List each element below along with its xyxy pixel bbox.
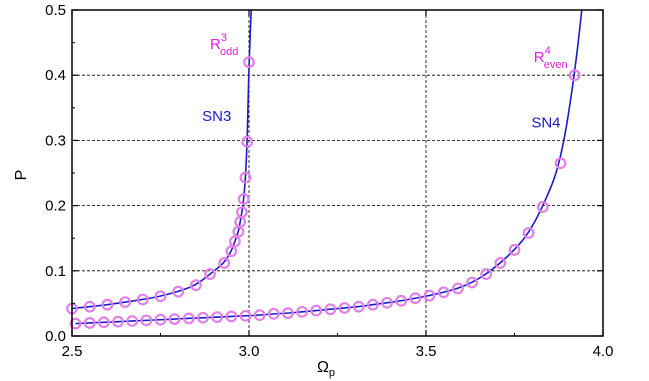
data-point-series-1	[236, 206, 248, 219]
data-point-series-1	[189, 279, 202, 292]
annotation-sub: even	[544, 59, 568, 71]
data-point-series-2	[522, 227, 535, 239]
data-point-series-2	[69, 317, 82, 330]
data-point-series-2	[536, 201, 549, 213]
data-point-series-2	[381, 296, 393, 309]
data-point-series-1	[228, 235, 241, 248]
y-axis-label: P	[13, 170, 30, 181]
annotation-sn3: SN3	[202, 108, 231, 125]
x-tick-label: 2.5	[62, 343, 83, 360]
data-point-series-2	[310, 304, 323, 317]
data-point-series-1	[237, 193, 250, 205]
data-point-series-1	[136, 293, 149, 306]
data-point-series-2	[409, 292, 422, 305]
data-point-series-1	[154, 290, 167, 303]
data-point-series-2	[140, 314, 153, 327]
data-point-series-2	[97, 316, 110, 329]
tick-labels: 2.5 3.0 3.5 4.0 0.0 0.1 0.2 0.3 0.4 0.5	[45, 2, 613, 360]
data-point-series-2	[225, 310, 238, 323]
data-point-series-2	[239, 309, 252, 322]
data-point-series-1	[119, 296, 131, 308]
data-point-series-2	[367, 298, 379, 311]
data-point-series-1	[218, 257, 231, 269]
annotation-sub: odd	[220, 46, 238, 58]
annotation-sn4: SN4	[531, 114, 560, 131]
x-tick-label: 4.0	[593, 343, 614, 360]
data-point-series-2	[267, 307, 280, 320]
axes	[71, 9, 604, 337]
data-point-series-2	[83, 317, 96, 329]
y-tick-label: 0.0	[45, 328, 66, 345]
data-point-series-2	[182, 312, 195, 325]
data-point-series-1	[225, 245, 238, 258]
data-point-series-1	[172, 285, 185, 298]
fit-curve-series-1	[72, 10, 253, 310]
y-tick-label: 0.1	[45, 263, 66, 280]
y-tick-label: 0.3	[45, 132, 66, 149]
data-point-series-2	[338, 302, 351, 314]
plot-frame	[71, 9, 604, 337]
data-point-series-1	[241, 135, 254, 148]
x-axis-label: Ωp	[317, 359, 335, 379]
data-point-series-2	[154, 313, 167, 326]
data-point-series-2	[437, 286, 450, 299]
annotation-base: R	[534, 49, 545, 66]
annotation-sup: 3	[221, 32, 227, 44]
data-point-series-1	[101, 298, 114, 311]
data-point-series-1	[243, 56, 255, 69]
data-markers	[66, 56, 581, 330]
data-point-series-2	[494, 257, 507, 269]
data-point-series-2	[395, 294, 408, 307]
data-point-series-2	[480, 268, 493, 280]
data-point-series-2	[282, 307, 294, 320]
y-tick-label: 0.2	[45, 198, 66, 215]
data-point-series-2	[197, 311, 209, 324]
data-point-series-2	[324, 303, 337, 316]
data-point-series-1	[83, 300, 96, 313]
y-tick-label: 0.5	[45, 2, 66, 19]
annotation-label: R4 even	[534, 45, 568, 71]
data-point-series-2	[423, 289, 436, 302]
data-point-series-2	[451, 282, 464, 295]
data-point-series-1	[239, 171, 252, 184]
annotation-base: R	[210, 36, 221, 53]
data-point-series-2	[253, 309, 266, 322]
x-tick-label: 3.5	[416, 343, 437, 360]
fit-curves	[72, 10, 583, 325]
data-point-series-2	[296, 305, 309, 318]
y-tick-label: 0.4	[45, 67, 66, 84]
fit-curve-series-2	[75, 10, 583, 325]
data-point-series-2	[168, 313, 181, 325]
data-point-series-2	[554, 157, 567, 170]
data-point-series-2	[112, 315, 124, 328]
annotation-label: R3 odd	[210, 32, 238, 58]
grid	[72, 10, 603, 336]
data-point-series-2	[126, 315, 139, 327]
annotation-sup: 4	[545, 45, 551, 57]
data-point-series-2	[508, 244, 521, 256]
data-point-series-2	[568, 69, 581, 82]
data-point-series-2	[466, 276, 478, 289]
x-tick-label: 3.0	[239, 343, 260, 360]
data-point-series-2	[211, 311, 224, 323]
data-point-series-1	[204, 268, 216, 280]
data-point-series-2	[352, 300, 365, 313]
